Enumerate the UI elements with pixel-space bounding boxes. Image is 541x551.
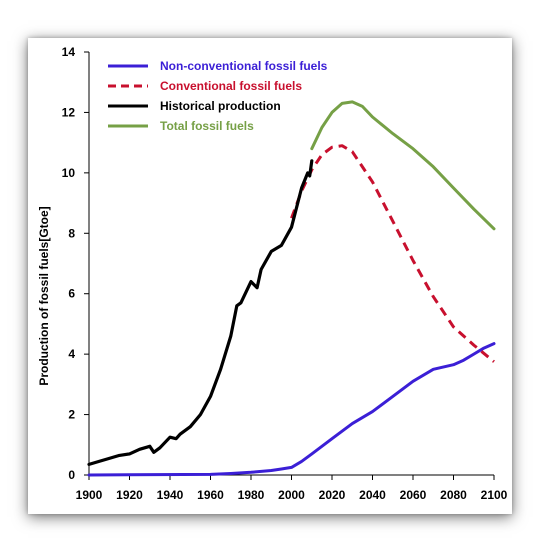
x-tick-label: 1920 <box>116 488 143 502</box>
x-tick-label: 1940 <box>157 488 184 502</box>
series-line-total-fossil-fuels <box>310 100 496 231</box>
y-axis-label: Production of fossil fuels[Gtoe] <box>37 206 51 385</box>
y-tick-label: 8 <box>68 226 75 240</box>
series-layer <box>87 100 496 477</box>
y-tick-label: 6 <box>68 287 75 301</box>
fossil-fuel-chart: 0 2 4 6 8 10 12 14 1900 1920 1940 1960 1980 2000 2020 2… <box>37 45 508 502</box>
x-tick-label: 1900 <box>76 488 103 502</box>
x-tick-label: 1980 <box>238 488 265 502</box>
x-tick-label: 2020 <box>319 488 346 502</box>
legend-label: Non-conventional fossil fuels <box>160 59 328 73</box>
y-tick-label: 12 <box>62 105 76 119</box>
x-tick-label: 2040 <box>359 488 386 502</box>
y-tick-label: 4 <box>68 347 75 361</box>
y-tick-label: 2 <box>68 408 75 422</box>
legend-label: Conventional fossil fuels <box>160 79 302 93</box>
legend-label: Total fossil fuels <box>160 119 254 133</box>
series-line-non-conventional-fossil-fuels <box>87 342 496 477</box>
x-tick-label: 2080 <box>440 488 467 502</box>
chart-frame: 0 2 4 6 8 10 12 14 1900 1920 1940 1960 1980 2000 2020 2… <box>28 38 512 514</box>
legend-label: Historical production <box>160 99 281 113</box>
x-tick-label: 1960 <box>197 488 224 502</box>
y-tick-label: 0 <box>68 468 75 482</box>
x-tick-label: 2060 <box>400 488 427 502</box>
series-line-historical-production <box>87 159 314 466</box>
axes: 0 2 4 6 8 10 12 14 1900 1920 1940 1960 1980 2000 2020 2… <box>62 45 508 502</box>
y-tick-label: 10 <box>62 166 76 180</box>
legend: Non-conventional fossil fuels Conventiona… <box>108 59 328 133</box>
x-tick-label: 2100 <box>481 488 508 502</box>
series-line-conventional-fossil-fuels <box>290 144 495 363</box>
y-tick-label: 14 <box>62 45 76 59</box>
x-tick-label: 2000 <box>278 488 305 502</box>
